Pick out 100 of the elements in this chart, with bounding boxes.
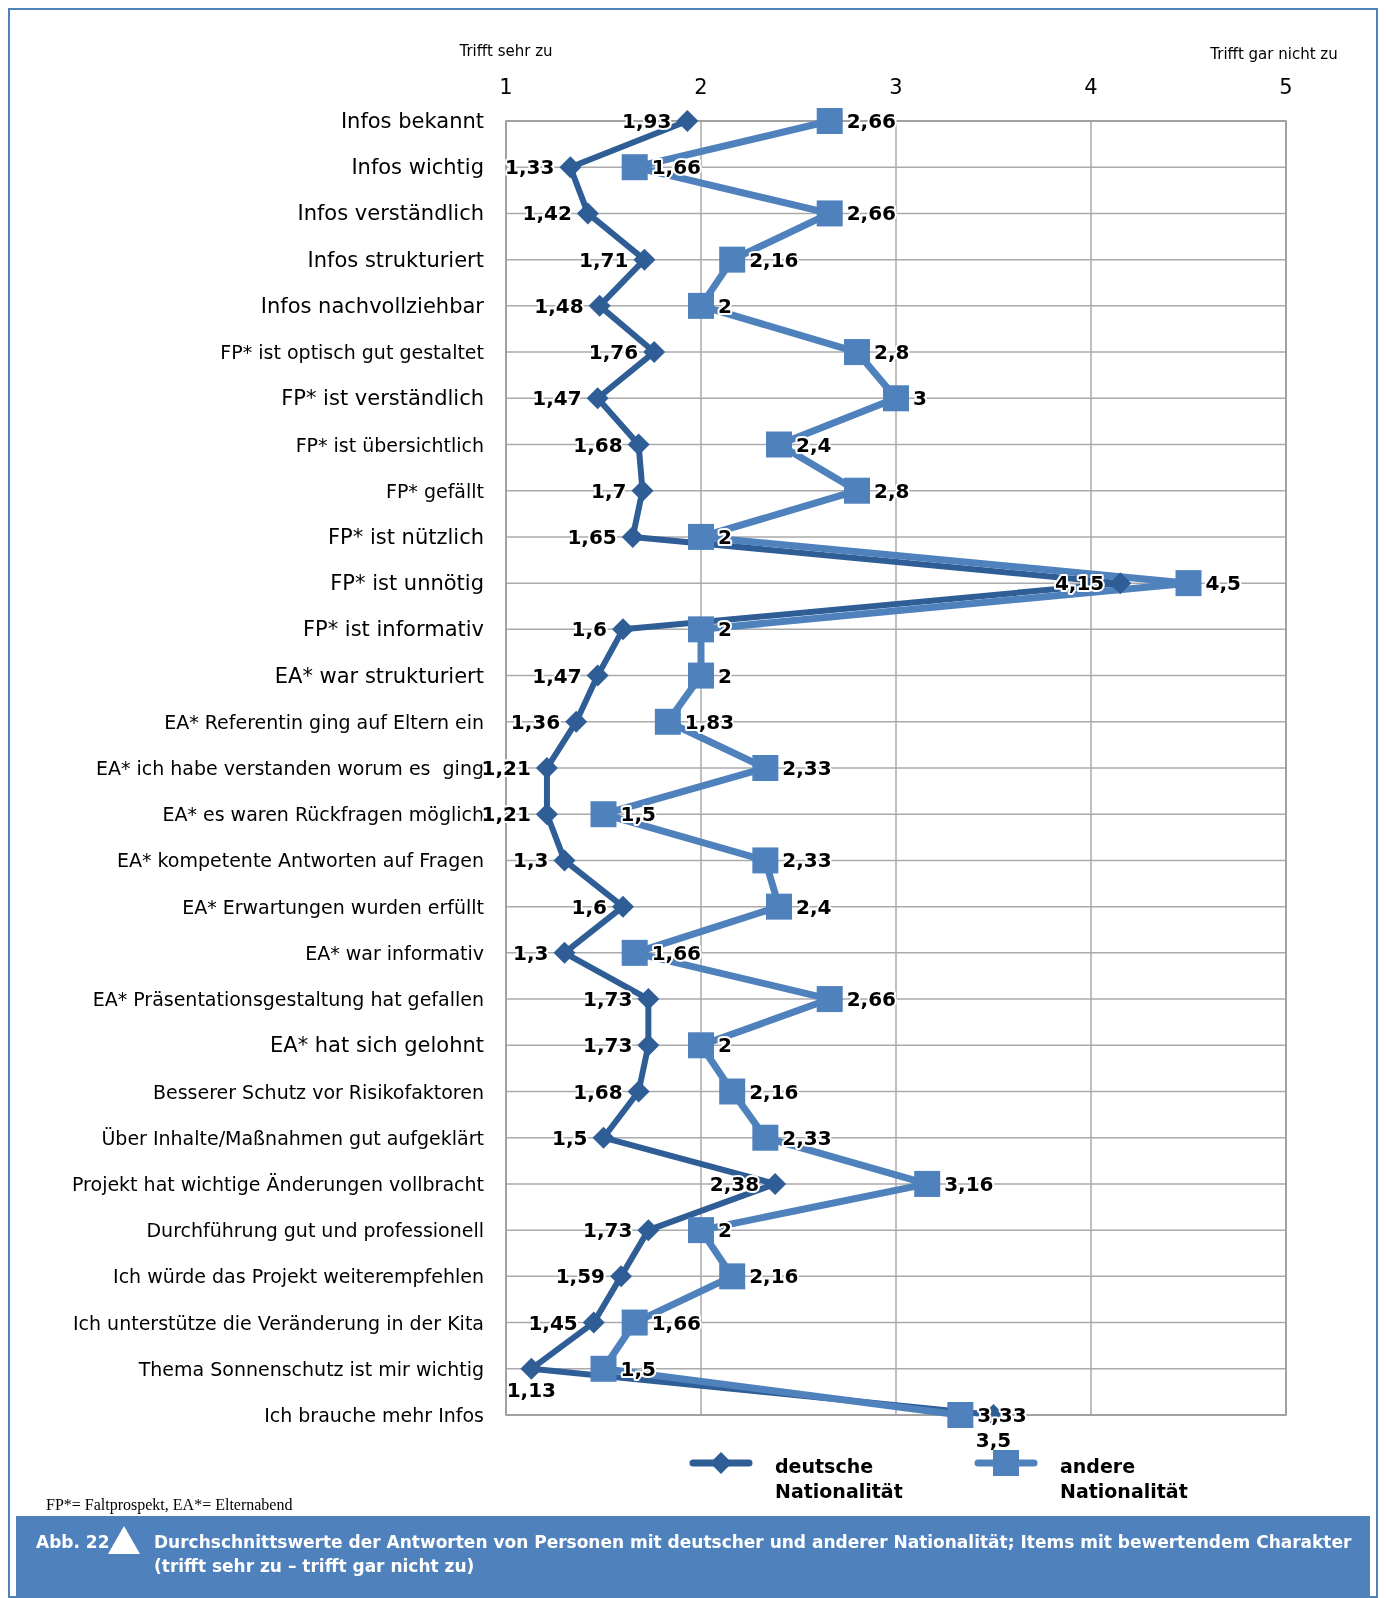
data-label: 1,76 [588, 340, 639, 365]
point [643, 341, 666, 364]
data-label: 1,42 [522, 201, 572, 226]
data-label: 2,38 [709, 1171, 760, 1196]
point [688, 523, 714, 550]
y-tick-label: FP* ist verständlich [281, 386, 484, 411]
data-label: 1,83 [684, 709, 735, 734]
data-label: 1,66 [651, 1310, 702, 1335]
point [610, 1265, 633, 1288]
text: Abb. 22 [36, 1532, 110, 1552]
x-tick-label: 3 [889, 75, 903, 99]
data-label: 1,33 [504, 155, 555, 180]
data-label: 1,36 [510, 709, 561, 734]
point [520, 1357, 543, 1380]
data-label: 3,16 [944, 1171, 994, 1196]
point [621, 154, 648, 181]
data-label: 2,33 [782, 848, 832, 873]
data-label: 1,73 [582, 1033, 633, 1058]
y-tick-label: FP* ist unnötig [330, 571, 484, 596]
y-tick-label: EA* war strukturiert [274, 663, 484, 688]
data-label: 2,8 [874, 340, 910, 365]
y-tick-label: FP* ist übersichtlich [295, 433, 484, 456]
data-label: 3,5 [975, 1428, 1012, 1452]
text: Trifft gar nicht zu [1209, 45, 1338, 63]
point [1109, 572, 1132, 595]
point [592, 1126, 615, 1149]
point [621, 525, 644, 548]
y-tick-label: Durchführung gut und professionell [146, 1219, 484, 1242]
x-tick-label: 5 [1279, 75, 1293, 99]
y-tick-label: Infos strukturiert [307, 247, 484, 272]
point [816, 108, 843, 134]
data-label: 1,6 [571, 617, 607, 642]
y-tick-label: Ich brauche mehr Infos [264, 1404, 484, 1426]
point [764, 1172, 787, 1195]
point [688, 616, 714, 643]
point [637, 988, 660, 1011]
data-label: 1,59 [555, 1264, 606, 1289]
data-label: 1,5 [552, 1125, 588, 1150]
point [535, 757, 558, 779]
point [752, 755, 779, 781]
point [586, 387, 609, 410]
legend-label: deutsche Nationalität [775, 1455, 903, 1502]
point [719, 1078, 746, 1105]
point [621, 1309, 648, 1336]
y-tick-label: Besserer Schutz vor Risikofaktoren [152, 1080, 484, 1103]
text: FP*= Faltprospekt, EA*= Elternabend [46, 1496, 293, 1514]
point [947, 1402, 974, 1428]
y-tick-label: EA* ich habe verstanden worum es ging [95, 757, 484, 779]
point [719, 1263, 746, 1290]
data-label: 1,3 [513, 848, 549, 873]
point [766, 893, 792, 920]
point [590, 801, 617, 828]
x-tick-label: 4 [1084, 75, 1098, 99]
point [752, 847, 779, 874]
data-label: 1,73 [582, 1218, 633, 1243]
point [576, 202, 599, 225]
data-label: 1,71 [579, 247, 629, 272]
y-tick-label: Thema Sonnenschutz ist mir wichtig [137, 1357, 484, 1380]
point [688, 1032, 714, 1059]
data-label: 2,4 [796, 432, 832, 457]
y-tick-label: FP* gefällt [385, 479, 484, 502]
point [766, 431, 792, 458]
point [590, 1355, 617, 1382]
data-label: 1,68 [573, 432, 623, 457]
point [688, 292, 714, 319]
point [816, 200, 843, 227]
data-label: 1,47 [532, 386, 582, 411]
point [637, 1219, 660, 1242]
point [883, 385, 909, 412]
data-label: 1,48 [534, 293, 584, 318]
point [816, 986, 843, 1013]
data-label: 2,33 [782, 756, 832, 780]
data-label: 2,16 [749, 1079, 799, 1104]
data-label: 1,68 [573, 1079, 623, 1104]
data-label: 3,33 [977, 1403, 1027, 1427]
data-label: 2,66 [846, 201, 897, 226]
point [688, 662, 714, 689]
y-tick-label: FP* ist optisch gut gestaltet [220, 341, 484, 364]
point [1175, 570, 1202, 597]
text: Durchschnittswerte der Antworten von Personen mit deutscher und anderer Nationalität; Items mit bewertendem Charakter (trifft sehr zu – trifft gar nicht zu) [154, 1532, 1353, 1576]
data-label: 1,7 [591, 478, 627, 503]
data-label: 4,15 [1054, 571, 1105, 596]
data-label: 1,45 [528, 1310, 578, 1335]
data-label: 2,66 [846, 987, 897, 1012]
point [637, 1034, 660, 1057]
point [535, 803, 558, 826]
data-label: 1,93 [621, 109, 672, 133]
data-label: 1,65 [567, 524, 617, 549]
point [631, 479, 654, 502]
point [553, 941, 576, 964]
y-tick-label: EA* hat sich gelohnt [270, 1033, 484, 1058]
point [627, 433, 650, 456]
point [559, 156, 582, 179]
data-label: 3 [913, 386, 927, 411]
point [688, 1217, 714, 1244]
point [586, 664, 609, 687]
y-tick-label: FP* ist nützlich [327, 524, 484, 549]
point [719, 246, 746, 273]
y-tick-label: EA* Referentin ging auf Eltern ein [164, 710, 484, 733]
data-label: 1,5 [620, 1356, 656, 1381]
